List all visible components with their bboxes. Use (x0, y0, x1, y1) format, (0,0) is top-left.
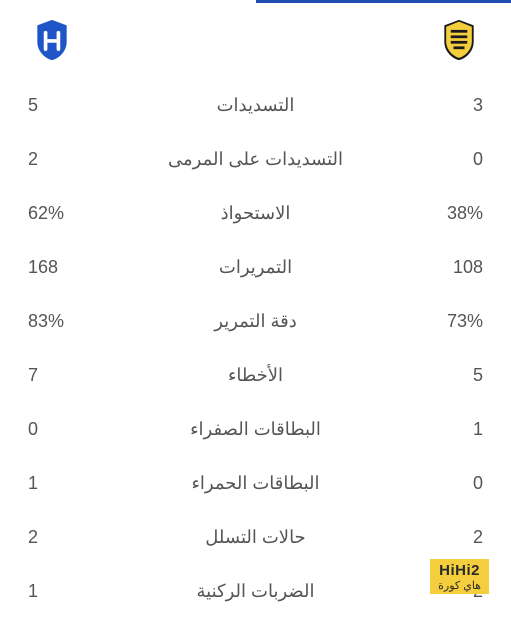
stat-row: 2 حالات التسلل 2 (28, 510, 483, 564)
stat-right-value: 5 (413, 365, 483, 386)
stat-label: الاستحواذ (98, 203, 413, 224)
stat-label: الأخطاء (98, 365, 413, 386)
stat-left-value: 168 (28, 257, 98, 278)
stat-row: 83% دقة التمرير 73% (28, 294, 483, 348)
stat-label: التمريرات (98, 257, 413, 278)
stat-left-value: 0 (28, 419, 98, 440)
stat-row: 168 التمريرات 108 (28, 240, 483, 294)
stat-right-value: 3 (413, 95, 483, 116)
team-left-logo (30, 18, 74, 62)
stat-label: التسديدات (98, 95, 413, 116)
stat-right-value: 2 (413, 527, 483, 548)
stats-table: 5 التسديدات 3 2 التسديدات على المرمى 0 6… (0, 72, 511, 618)
team-logos-row (0, 0, 511, 72)
stat-left-value: 5 (28, 95, 98, 116)
stat-label: البطاقات الحمراء (98, 473, 413, 494)
stat-left-value: 1 (28, 581, 98, 602)
stat-left-value: 2 (28, 149, 98, 170)
ittihad-shield-icon (440, 18, 478, 62)
stat-left-value: 1 (28, 473, 98, 494)
stat-label: دقة التمرير (98, 311, 413, 332)
stat-row: 1 البطاقات الحمراء 0 (28, 456, 483, 510)
stat-right-value: 0 (413, 149, 483, 170)
stat-row: 0 البطاقات الصفراء 1 (28, 402, 483, 456)
stat-right-value: 0 (413, 473, 483, 494)
stat-label: البطاقات الصفراء (98, 419, 413, 440)
stat-row: 2 التسديدات على المرمى 0 (28, 132, 483, 186)
watermark-line2: هاي كورة (438, 580, 481, 592)
stat-row: 1 الضربات الركنية 2 (28, 564, 483, 618)
stat-row: 5 التسديدات 3 (28, 78, 483, 132)
stat-label: التسديدات على المرمى (98, 149, 413, 170)
watermark-line1: HiHi2 (438, 563, 481, 580)
stat-right-value: 108 (413, 257, 483, 278)
active-tab-indicator (256, 0, 511, 3)
stat-row: 62% الاستحواذ 38% (28, 186, 483, 240)
stat-row: 7 الأخطاء 5 (28, 348, 483, 402)
stat-left-value: 2 (28, 527, 98, 548)
stat-left-value: 7 (28, 365, 98, 386)
stat-right-value: 38% (413, 203, 483, 224)
hilal-shield-icon (32, 18, 72, 62)
stat-left-value: 62% (28, 203, 98, 224)
team-right-logo (437, 18, 481, 62)
watermark-badge: HiHi2 هاي كورة (430, 559, 489, 594)
stat-right-value: 1 (413, 419, 483, 440)
stat-label: الضربات الركنية (98, 581, 413, 602)
stat-label: حالات التسلل (98, 527, 413, 548)
stat-right-value: 73% (413, 311, 483, 332)
stat-left-value: 83% (28, 311, 98, 332)
